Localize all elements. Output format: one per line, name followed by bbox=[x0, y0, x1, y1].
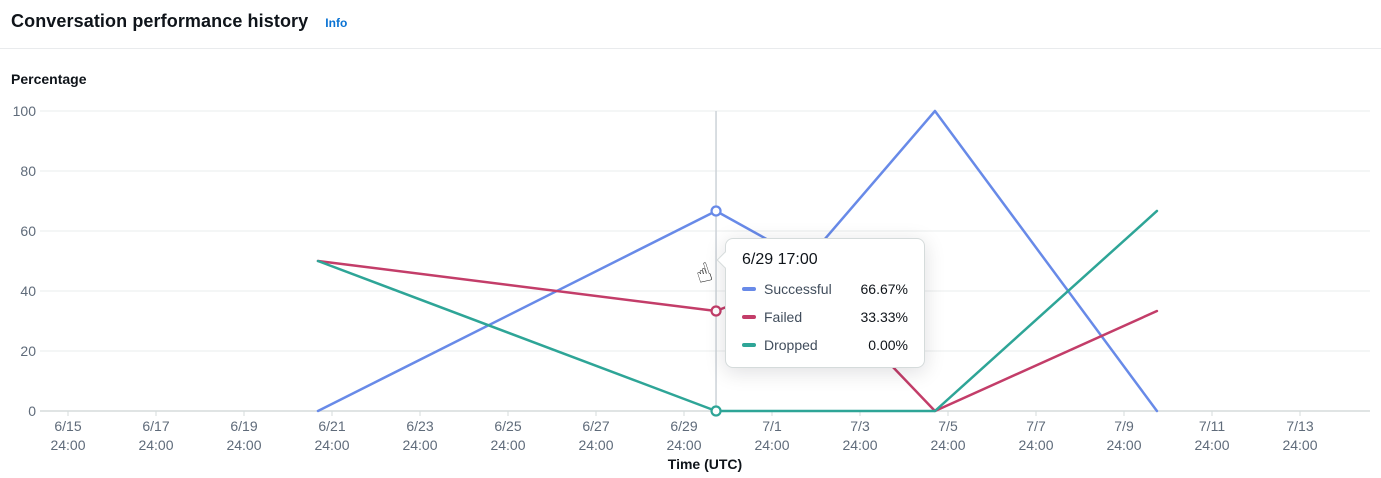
legend-swatch-icon bbox=[742, 315, 756, 319]
tooltip-row: Failed 33.33% bbox=[742, 309, 908, 325]
y-tick-label: 40 bbox=[20, 283, 36, 299]
x-tick-label: 7/9 24:00 bbox=[1106, 418, 1142, 453]
x-tick-label: 6/21 24:00 bbox=[314, 418, 350, 453]
y-tick-label: 60 bbox=[20, 223, 36, 239]
y-tick-label: 20 bbox=[20, 343, 36, 359]
x-tick-label: 6/17 24:00 bbox=[138, 418, 174, 453]
x-tick-label: 7/3 24:00 bbox=[842, 418, 878, 453]
x-tick-label: 6/19 24:00 bbox=[226, 418, 262, 453]
tooltip-series-label: Dropped bbox=[764, 337, 818, 353]
hover-marker-dropped bbox=[710, 405, 722, 417]
tooltip-rows: Successful 66.67% Failed 33.33% Dropped 0.00% bbox=[742, 281, 908, 353]
y-tick-label: 80 bbox=[20, 163, 36, 179]
x-tick-label: 6/27 24:00 bbox=[578, 418, 614, 453]
tooltip-row: Successful 66.67% bbox=[742, 281, 908, 297]
panel-header: Conversation performance history Info bbox=[0, 0, 1381, 49]
x-axis-title: Time (UTC) bbox=[667, 456, 743, 472]
tooltip-title: 6/29 17:00 bbox=[742, 251, 818, 268]
x-tick-label: 6/29 24:00 bbox=[666, 418, 702, 453]
legend-swatch-icon bbox=[742, 287, 756, 291]
x-tick-label: 6/15 24:00 bbox=[50, 418, 86, 453]
info-link[interactable]: Info bbox=[325, 16, 348, 30]
y-axis-title: Percentage bbox=[11, 71, 87, 87]
x-tick-label: 7/1 24:00 bbox=[754, 418, 790, 453]
series-line-dropped bbox=[316, 209, 1159, 413]
hover-marker-successful bbox=[710, 205, 722, 217]
tooltip-row: Dropped 0.00% bbox=[742, 337, 908, 353]
x-tick-label: 7/5 24:00 bbox=[930, 418, 966, 453]
tooltip-series-value: 66.67% bbox=[860, 281, 908, 297]
x-tick-label: 7/7 24:00 bbox=[1018, 418, 1054, 453]
chart-tooltip: 6/29 17:00 Successful 66.67% Failed 33.33% D… bbox=[716, 238, 925, 368]
legend-swatch-icon bbox=[742, 343, 756, 347]
tooltip-series-label: Successful bbox=[764, 281, 832, 297]
y-tick-label: 100 bbox=[12, 103, 36, 119]
x-tick-label: 7/13 24:00 bbox=[1282, 418, 1318, 453]
tooltip-series-value: 33.33% bbox=[860, 309, 908, 325]
tooltip-series-label: Failed bbox=[764, 309, 803, 325]
x-tick-label: 7/11 24:00 bbox=[1194, 418, 1230, 453]
x-tick-label: 6/25 24:00 bbox=[490, 418, 526, 453]
page-title: Conversation performance history bbox=[11, 11, 309, 31]
tooltip-series-value: 0.00% bbox=[868, 337, 908, 353]
x-tick-label: 6/23 24:00 bbox=[402, 418, 438, 453]
y-tick-label: 0 bbox=[28, 403, 36, 419]
hover-marker-failed bbox=[710, 305, 722, 317]
